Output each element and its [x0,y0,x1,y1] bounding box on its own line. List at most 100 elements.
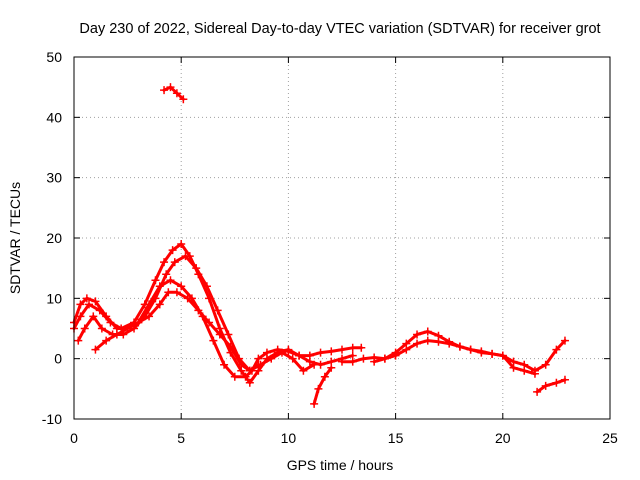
data-point [560,336,569,345]
x-tick-label: 25 [602,430,618,446]
data-point [413,330,422,339]
data-point [445,337,454,346]
data-point [160,258,169,267]
y-tick-label: -10 [42,411,62,427]
data-point [160,86,169,95]
data-point [277,348,286,357]
data-point [359,354,368,363]
data-point [179,95,188,104]
data-point [164,288,173,297]
data-point [202,282,211,291]
data-point [338,357,346,366]
data-point [166,83,175,92]
data-point [112,330,121,339]
data-point [172,288,181,297]
data-point [181,252,190,261]
data-point [170,258,179,267]
data-point [541,381,550,390]
data-point [357,343,366,352]
data-point [245,378,254,387]
data-point [245,366,254,375]
data-point [145,312,154,321]
data-point [80,324,89,333]
data-point [220,360,229,369]
data-point [230,372,239,381]
x-tick-label: 10 [281,430,297,446]
data-point [288,354,297,363]
data-point [183,294,192,303]
data-point [295,351,304,360]
data-point [89,312,98,321]
data-point [151,276,160,285]
data-point [237,360,246,369]
data-point [455,342,464,351]
plot-frame [73,56,611,420]
series-trace-3 [76,254,316,373]
data-point [224,330,233,339]
series-trace-6 [312,366,333,406]
data-point [76,312,85,321]
data-point [205,318,214,327]
data-point [209,336,218,345]
series-group [70,83,569,408]
x-axis-label: GPS time / hours [287,457,394,473]
data-point [316,348,325,357]
data-point [327,363,336,372]
data-point [162,270,171,279]
data-point [310,360,319,369]
data-point [254,360,263,369]
y-tick-label: 30 [46,170,62,186]
data-point [106,318,115,327]
data-point [338,345,346,354]
data-point [102,336,111,345]
y-axis-label: SDTVAR / TECUs [7,182,23,294]
series-trace-9 [535,378,567,394]
chart-title: Day 230 of 2022, Sidereal Day-to-day VTE… [79,21,600,37]
data-point [97,324,106,333]
data-point [466,345,475,354]
data-point [370,357,379,366]
data-point [172,89,181,98]
data-point [95,306,104,315]
data-point [134,318,143,327]
data-point [85,300,94,309]
x-tick-label: 5 [177,430,185,446]
data-point [310,399,319,408]
data-point [215,330,224,339]
data-point [284,345,293,354]
data-point [530,369,539,378]
axis-ticks: 0 5 10 15 20 25 -10 0 10 20 30 40 50 [42,49,618,446]
data-point [166,276,175,285]
data-point [123,324,132,333]
data-point [82,294,91,303]
x-tick-label: 20 [495,430,511,446]
data-point [423,336,432,345]
series-trace-5 [162,85,185,101]
data-point [177,282,186,291]
data-point [552,345,561,354]
grid-lines [74,57,610,419]
data-point [91,297,100,306]
data-point [509,363,518,372]
data-point [348,343,357,352]
data-point [413,339,422,348]
data-point [402,339,411,348]
data-point [423,327,432,336]
data-point [552,378,561,387]
data-point [74,336,83,345]
data-point [533,387,542,396]
data-point [498,351,507,360]
y-tick-label: 10 [46,290,62,306]
series-trace-8 [372,330,537,376]
data-point [320,372,329,381]
data-point [299,366,308,375]
y-tick-label: 40 [46,109,62,125]
data-point [213,306,222,315]
x-tick-label: 15 [388,430,404,446]
data-point [488,349,497,358]
data-point [192,264,201,273]
data-point [305,351,314,360]
data-point [155,300,164,309]
data-point [391,348,400,357]
y-tick-label: 0 [54,351,62,367]
